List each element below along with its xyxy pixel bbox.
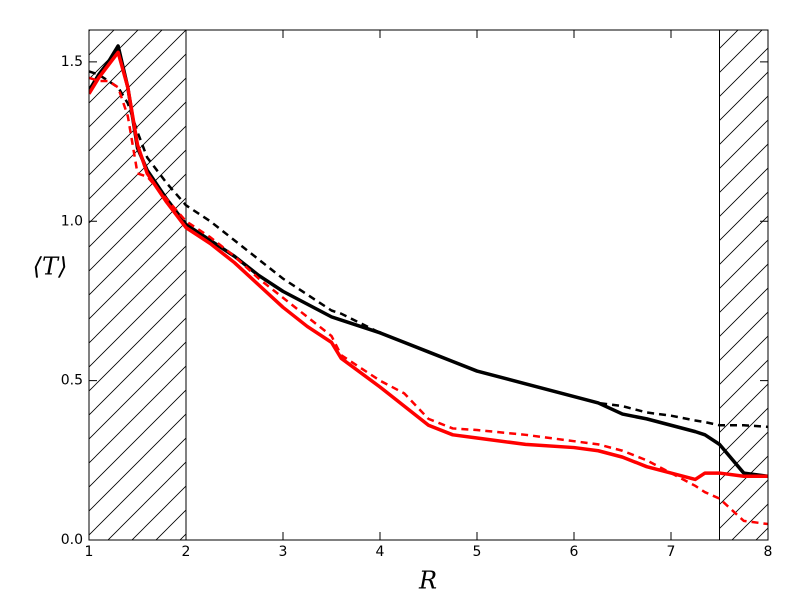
ticks: 1 2 3 4 5 6 7 8 0.0 0.5 1.0 1.5 xyxy=(61,30,773,560)
data-line xyxy=(89,76,768,526)
data-line xyxy=(89,70,768,429)
shaded-region xyxy=(88,29,187,541)
y-tick-label: 1.0 xyxy=(61,213,83,229)
plot-frame xyxy=(88,29,769,541)
x-tick-label: 5 xyxy=(473,544,482,560)
data-line xyxy=(89,50,768,482)
x-tick-label: 8 xyxy=(764,544,773,560)
x-tick-label: 4 xyxy=(376,544,385,560)
y-tick-label: 0.0 xyxy=(61,532,83,548)
x-tick-label: 6 xyxy=(570,544,579,560)
x-tick-label: 1 xyxy=(85,544,94,560)
shaded-regions xyxy=(88,29,769,541)
x-tick-label: 2 xyxy=(182,544,191,560)
y-axis-label: ⟨T⟩ xyxy=(33,253,68,281)
x-tick-label: 7 xyxy=(667,544,676,560)
x-axis-label: R xyxy=(418,567,437,595)
lines xyxy=(89,44,768,526)
shaded-region xyxy=(719,29,769,541)
y-tick-label: 0.5 xyxy=(61,373,83,389)
y-tick-label: 1.5 xyxy=(61,54,83,70)
data-line xyxy=(89,44,768,478)
x-tick-label: 3 xyxy=(279,544,288,560)
